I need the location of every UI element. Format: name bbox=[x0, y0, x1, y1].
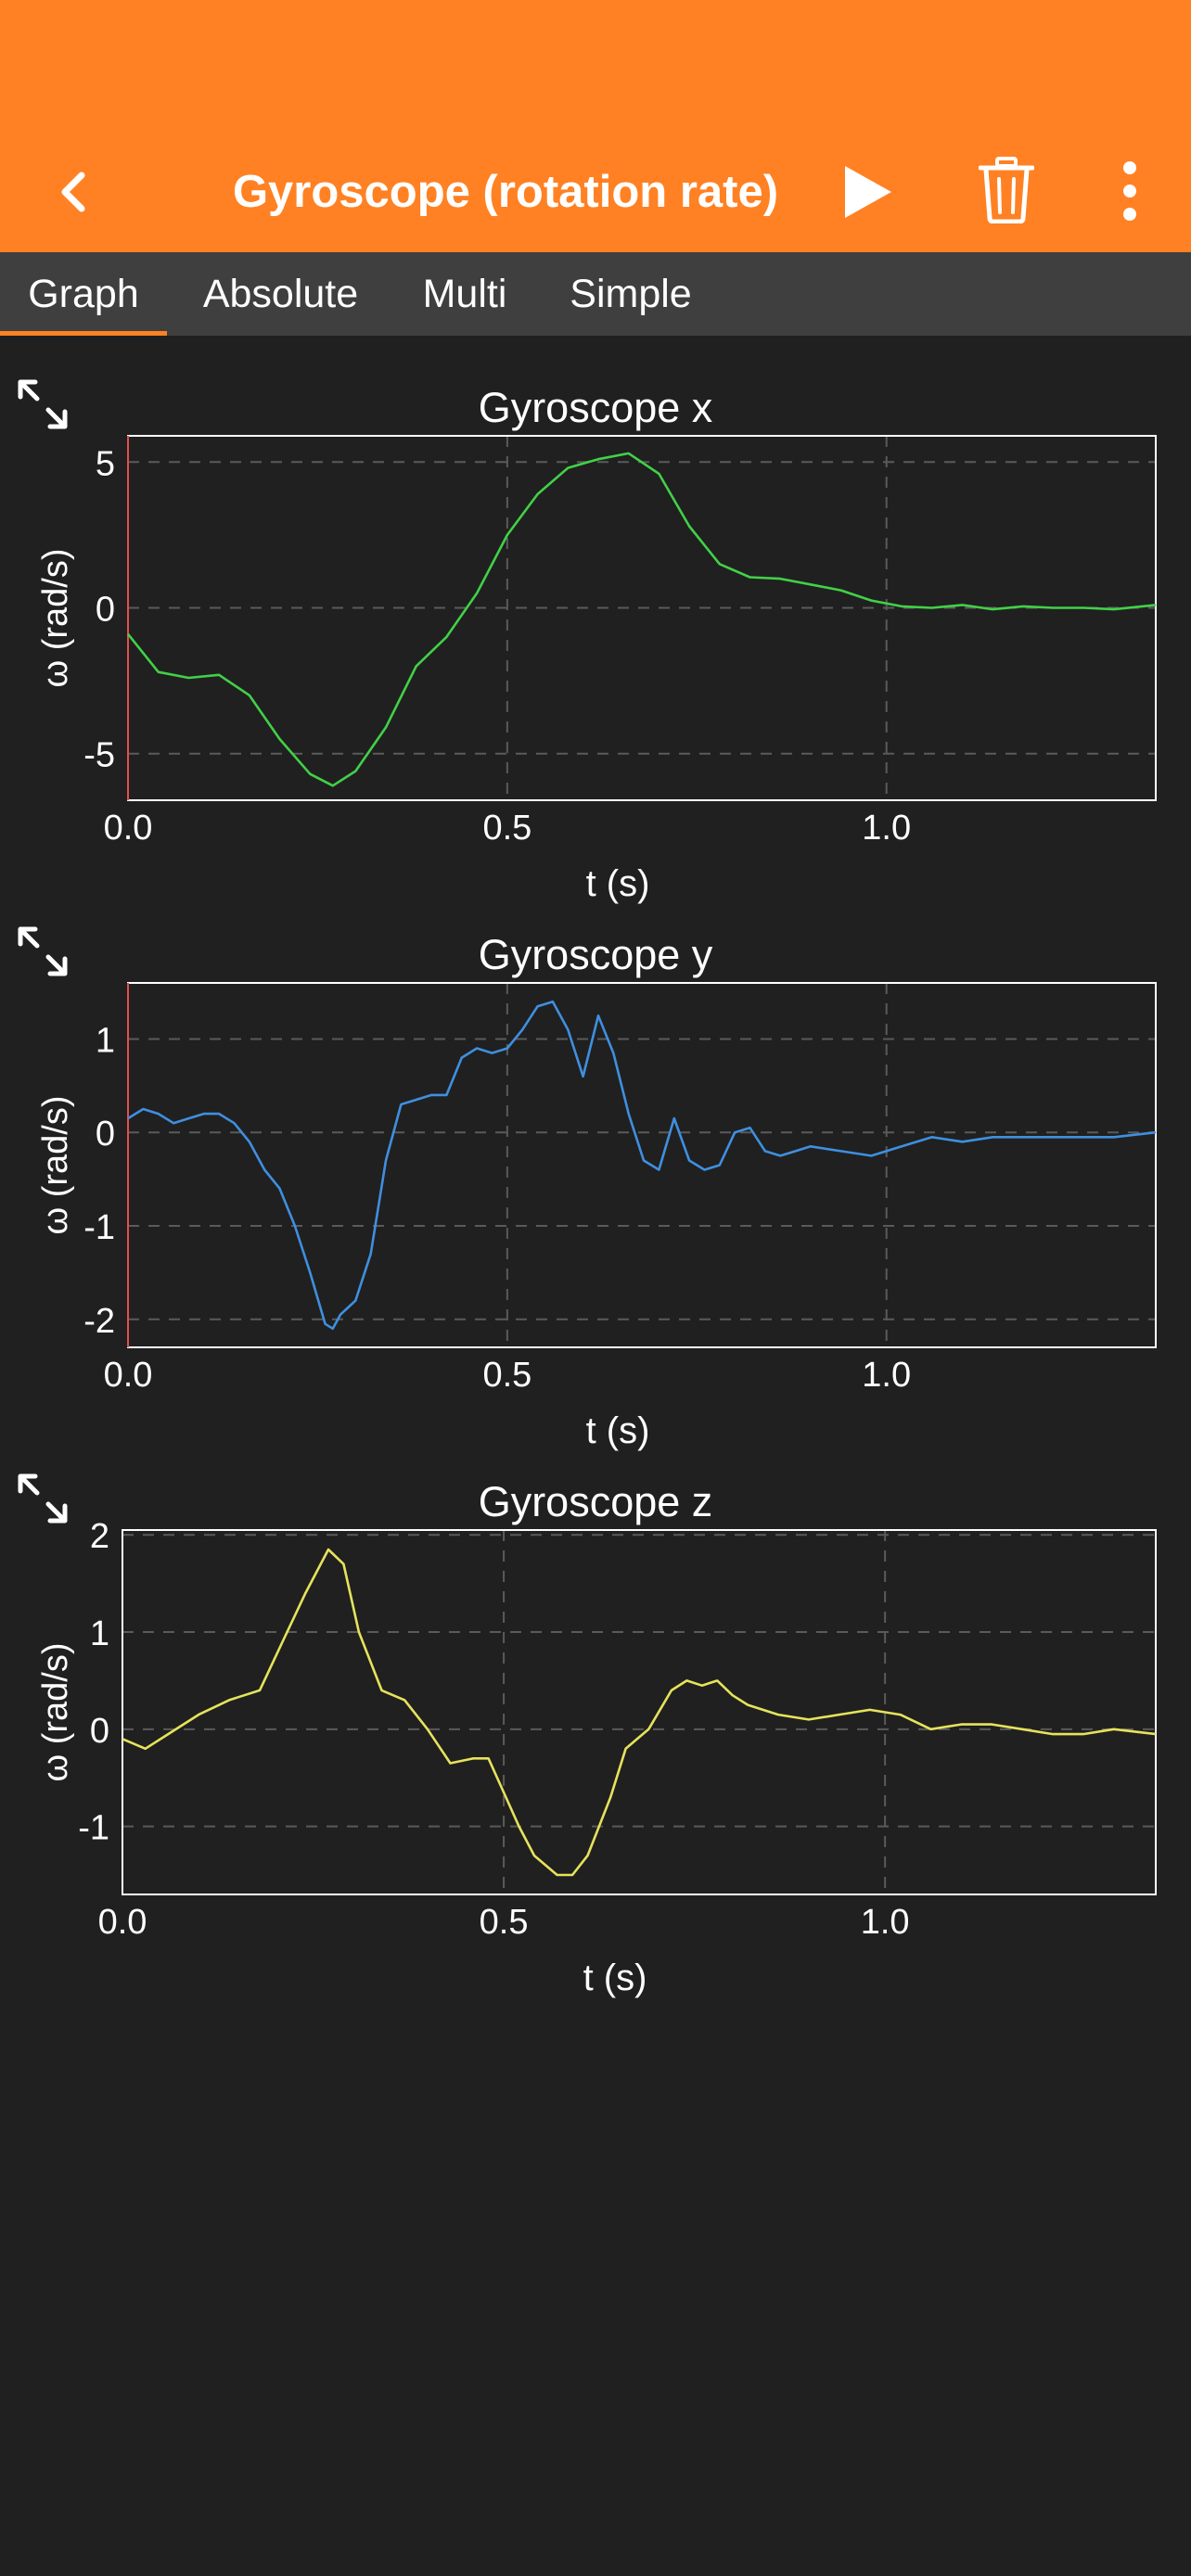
y-tick-label: -5 bbox=[83, 736, 115, 775]
x-tick-label: 0.0 bbox=[98, 1903, 147, 1942]
x-tick-label: 1.0 bbox=[862, 809, 911, 848]
plot-frame bbox=[127, 435, 1157, 801]
expand-button[interactable] bbox=[15, 376, 70, 432]
x-tick-label: 0.0 bbox=[104, 809, 153, 848]
top-bar: Gyroscope (rotation rate) bbox=[0, 0, 1191, 252]
chart-gyroscope-x: 5 0 -5 0.0 0.5 1.0 t (s) ω (rad/s) Gyroscope x bbox=[0, 371, 1191, 918]
y-axis-label: ω (rad/s) bbox=[36, 1642, 75, 1781]
delete-button[interactable] bbox=[974, 153, 1039, 227]
back-button[interactable] bbox=[46, 159, 102, 224]
y-tick-label: 0 bbox=[96, 1115, 115, 1154]
x-tick-label: 0.5 bbox=[480, 1903, 529, 1942]
x-tick-label: 0.5 bbox=[482, 1356, 531, 1395]
y-tick-label: -1 bbox=[78, 1809, 109, 1848]
y-tick-label: 5 bbox=[96, 444, 115, 483]
tab-bar: Graph Absolute Multi Simple bbox=[0, 252, 1191, 336]
trash-icon bbox=[979, 157, 1034, 223]
x-tick-label: 1.0 bbox=[862, 1356, 911, 1395]
x-axis-label: t (s) bbox=[586, 1410, 650, 1451]
page-title: Gyroscope (rotation rate) bbox=[232, 167, 779, 217]
plot-frame bbox=[122, 1529, 1157, 1895]
x-axis-label: t (s) bbox=[583, 1958, 647, 1998]
chevron-left-icon bbox=[61, 172, 85, 212]
y-tick-label: -2 bbox=[83, 1302, 115, 1341]
x-axis-label: t (s) bbox=[586, 863, 650, 904]
y-axis-label: ω (rad/s) bbox=[36, 548, 75, 687]
y-tick-label: 1 bbox=[96, 1021, 115, 1060]
x-tick-label: 0.5 bbox=[482, 809, 531, 848]
more-vertical-icon bbox=[1123, 161, 1136, 221]
series-line bbox=[126, 452, 1157, 787]
expand-icon bbox=[18, 379, 68, 429]
x-tick-label: 1.0 bbox=[861, 1903, 910, 1942]
expand-button[interactable] bbox=[15, 924, 70, 979]
play-button[interactable] bbox=[835, 158, 900, 226]
series-line bbox=[122, 1548, 1157, 1877]
gyroscope-y-plot: 1 0 -1 -2 0.0 0.5 1.0 t (s) ω (rad/s) bbox=[36, 982, 1157, 1451]
expand-button[interactable] bbox=[15, 1471, 70, 1526]
chart-title: Gyroscope x bbox=[478, 384, 713, 431]
tab-simple[interactable]: Simple bbox=[570, 272, 692, 316]
expand-icon bbox=[18, 926, 68, 976]
gyroscope-z-plot: 2 1 0 -1 0.0 0.5 1.0 t (s) ω (rad/s) bbox=[36, 1517, 1157, 1998]
chart-gyroscope-y: 1 0 -1 -2 0.0 0.5 1.0 t (s) ω (rad/s) Gyroscope … bbox=[0, 918, 1191, 1465]
series-line bbox=[127, 1000, 1157, 1331]
x-tick-label: 0.0 bbox=[104, 1356, 153, 1395]
chart-title: Gyroscope z bbox=[478, 1478, 713, 1525]
y-tick-label: 0 bbox=[96, 590, 115, 629]
tab-multi[interactable]: Multi bbox=[422, 272, 507, 316]
gyroscope-x-plot: 5 0 -5 0.0 0.5 1.0 t (s) ω (rad/s) bbox=[36, 435, 1157, 904]
chart-title: Gyroscope y bbox=[478, 931, 713, 978]
y-tick-label: 0 bbox=[90, 1712, 109, 1751]
y-tick-label: 1 bbox=[90, 1614, 109, 1653]
chart-gyroscope-z: 2 1 0 -1 0.0 0.5 1.0 t (s) ω (rad/s) Gyroscope z bbox=[0, 1465, 1191, 2012]
y-tick-label: 2 bbox=[90, 1517, 109, 1556]
y-tick-label: -1 bbox=[83, 1208, 115, 1247]
y-axis-label: ω (rad/s) bbox=[36, 1095, 75, 1234]
play-icon bbox=[845, 166, 891, 218]
tab-graph[interactable]: Graph bbox=[0, 252, 167, 336]
more-menu-button[interactable] bbox=[1113, 156, 1146, 226]
plot-frame bbox=[127, 982, 1157, 1348]
expand-icon bbox=[18, 1473, 68, 1524]
tab-absolute[interactable]: Absolute bbox=[202, 272, 359, 316]
